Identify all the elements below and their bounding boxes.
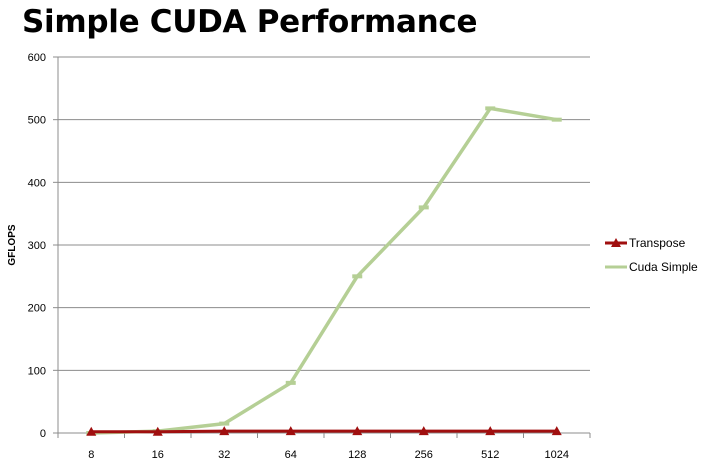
- gridlines: [58, 56, 590, 371]
- y-tick-label: 100: [28, 365, 46, 377]
- legend-label: Cuda Simple: [629, 260, 698, 274]
- y-tick-label: 600: [28, 52, 46, 64]
- data-point: [86, 426, 97, 436]
- data-point: [285, 426, 296, 436]
- data-point: [485, 106, 496, 111]
- y-tick-label: 200: [28, 303, 46, 315]
- series-line-cuda-simple: [89, 106, 559, 435]
- data-point: [551, 426, 562, 436]
- x-tick-label: 32: [218, 449, 230, 461]
- series-line-transpose: [89, 429, 559, 434]
- x-tick-label: 64: [285, 449, 297, 461]
- legend-marker: [611, 238, 621, 247]
- series-lines: [86, 106, 562, 436]
- legend-label: Transpose: [629, 236, 686, 250]
- x-tick-label: 8: [88, 449, 94, 461]
- data-point: [352, 274, 363, 279]
- x-tick-label: 256: [415, 449, 433, 461]
- data-point: [219, 421, 230, 426]
- axes: [53, 56, 591, 438]
- y-tick-label: 400: [28, 177, 46, 189]
- data-point: [352, 426, 363, 436]
- data-point: [285, 380, 296, 385]
- data-point: [152, 426, 163, 436]
- data-point: [219, 426, 230, 436]
- x-tick-label: 1024: [545, 449, 569, 461]
- y-tick-label: 300: [28, 240, 46, 252]
- y-axis-label: GFLOPS: [7, 224, 18, 265]
- tick-labels: 0 100 200 300 400 500 600 8 16 32 64 128 256 512 1024 G…: [7, 52, 569, 461]
- data-point: [418, 205, 429, 210]
- y-tick-label: 0: [40, 428, 46, 440]
- data-point: [485, 426, 496, 436]
- y-tick-label: 500: [28, 115, 46, 127]
- x-tick-label: 512: [481, 449, 499, 461]
- x-tick-label: 16: [152, 449, 164, 461]
- data-point: [418, 426, 429, 436]
- slide-title: Simple CUDA Performance: [22, 4, 478, 40]
- data-point: [551, 117, 562, 122]
- x-tick-label: 128: [348, 449, 366, 461]
- legend: Transpose Cuda Simple: [605, 236, 698, 274]
